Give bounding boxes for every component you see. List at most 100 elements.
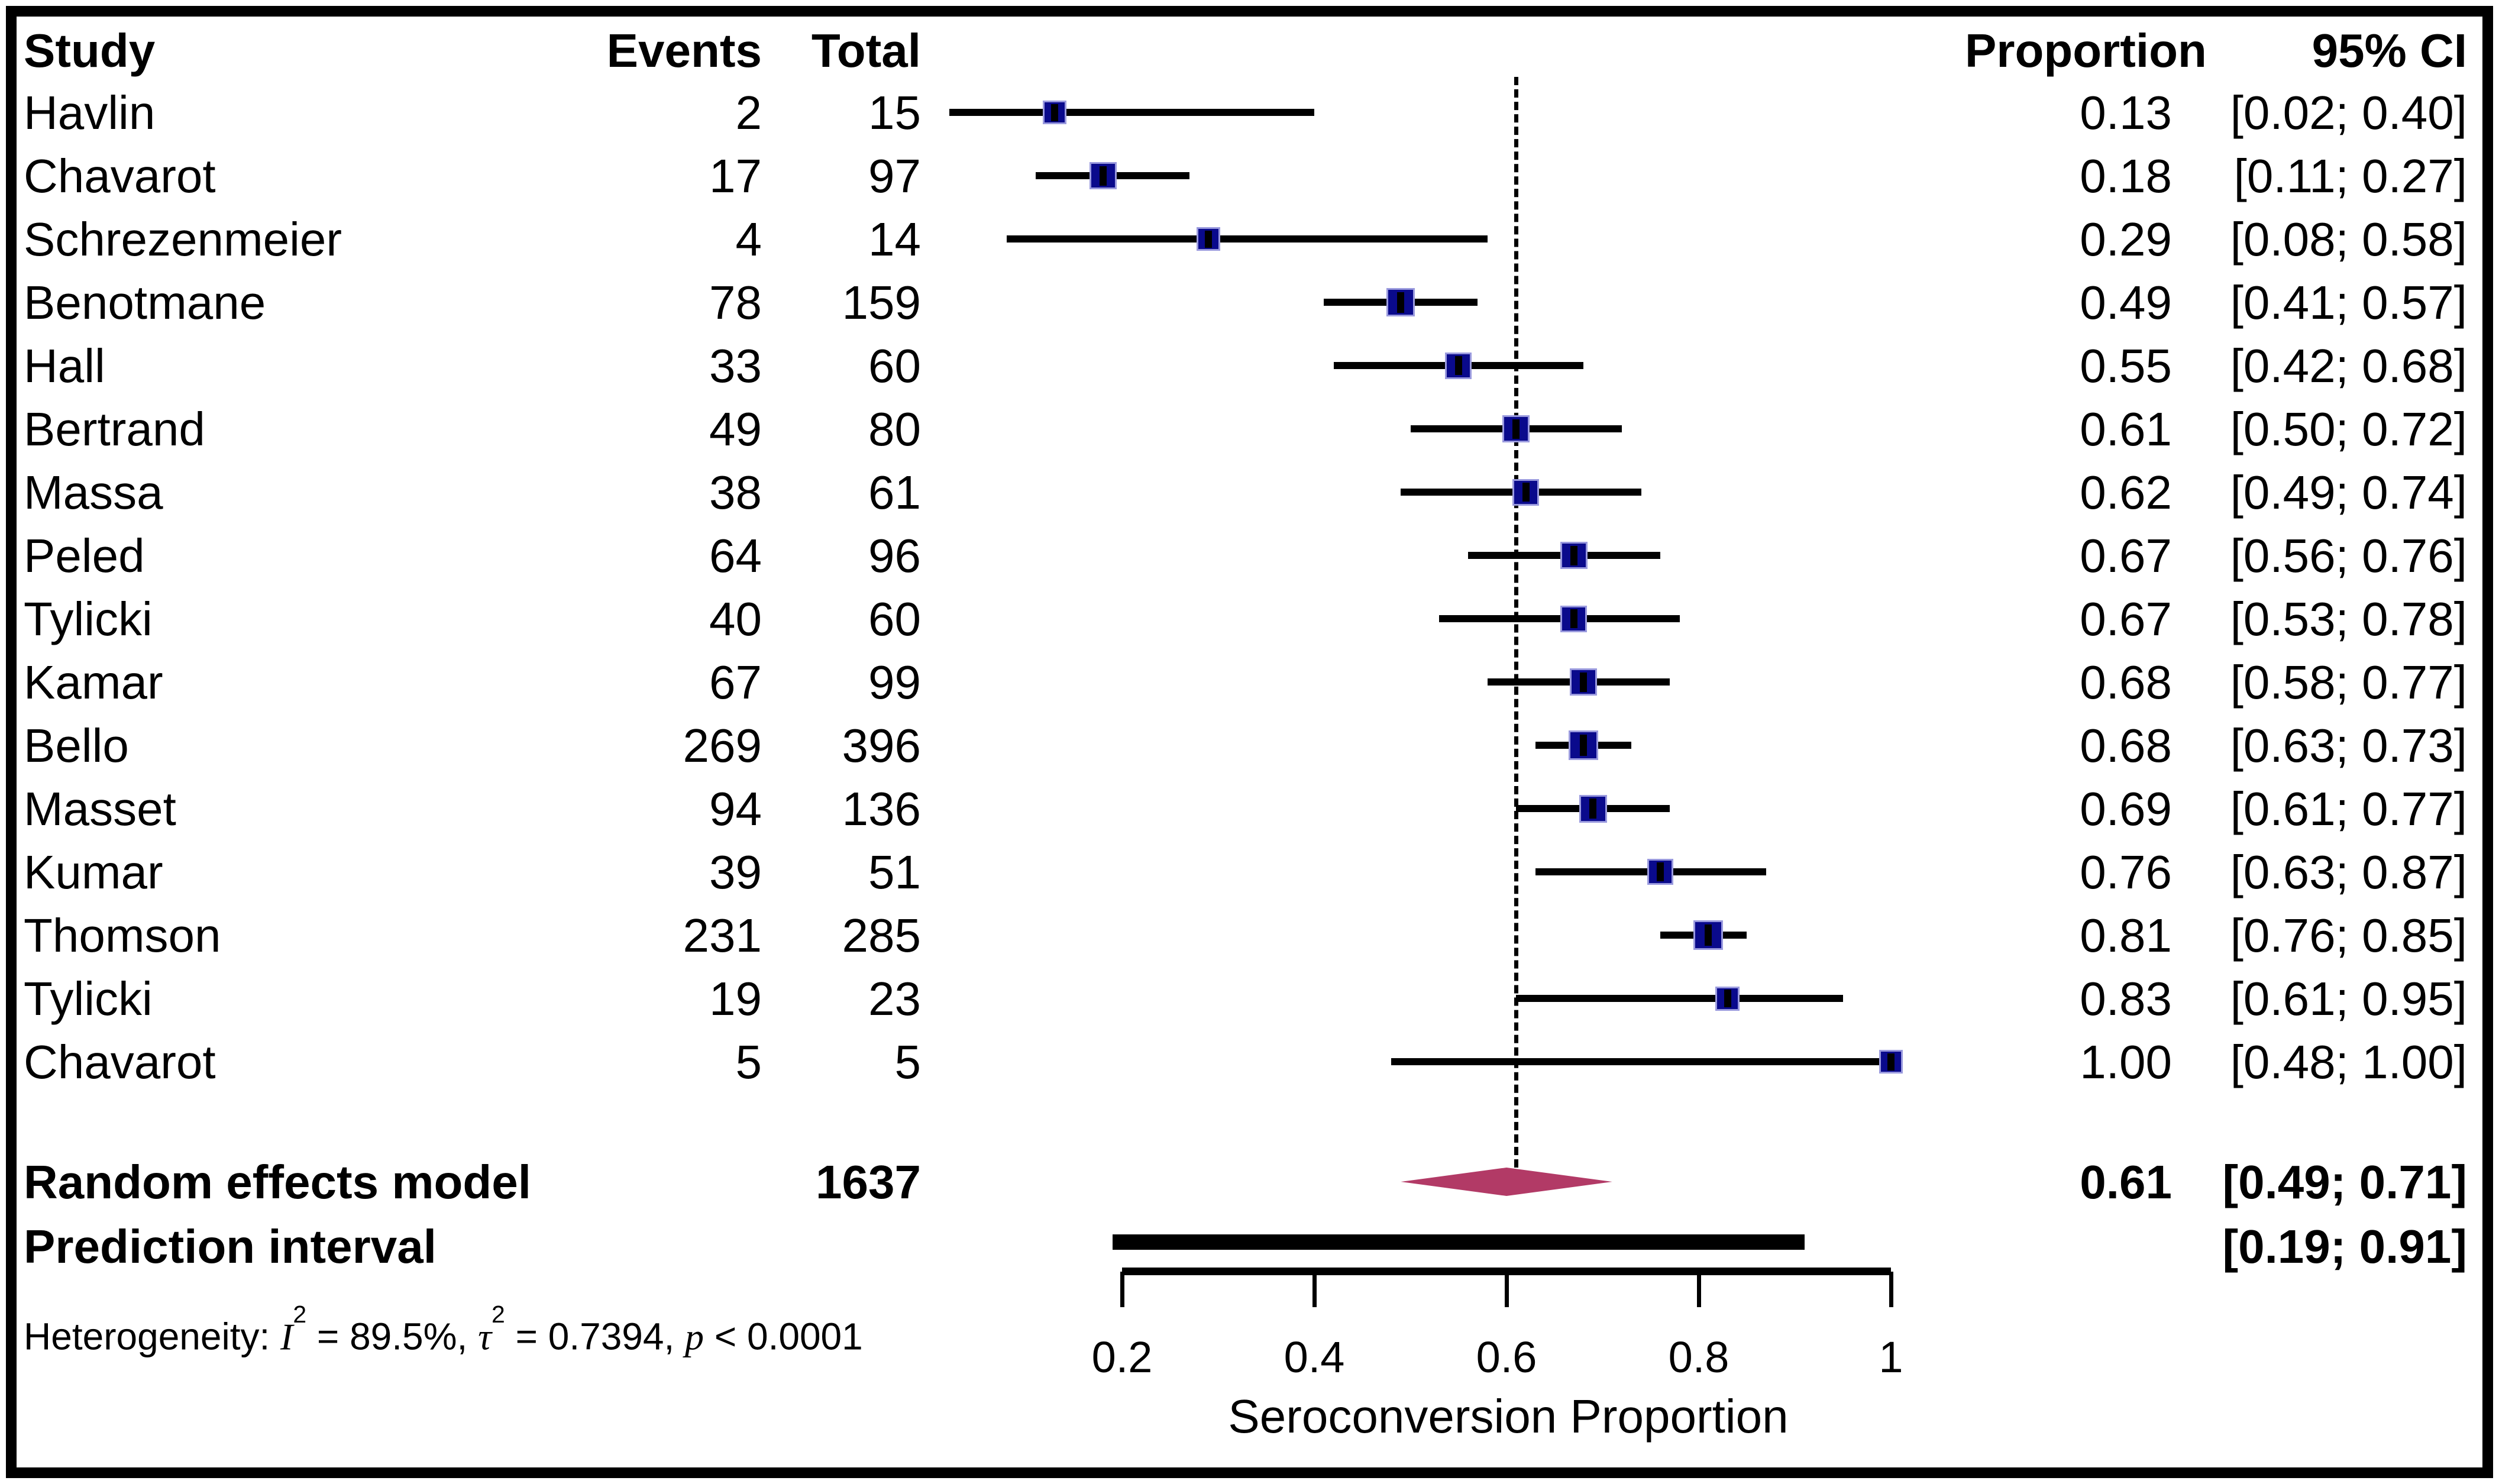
study-ci: [0.02; 0.40] xyxy=(2230,86,2467,139)
study-ci: [0.11; 0.27] xyxy=(2233,149,2467,202)
study-name: Benotmane xyxy=(24,276,266,329)
study-events: 49 xyxy=(709,402,762,455)
het-prefix: Heterogeneity: xyxy=(24,1315,281,1358)
study-ci: [0.42; 0.68] xyxy=(2230,339,2467,392)
study-total: 15 xyxy=(868,86,921,139)
reference-dashed-line xyxy=(1514,77,1519,1168)
study-ci: [0.50; 0.72] xyxy=(2230,402,2467,455)
study-events: 64 xyxy=(709,529,762,582)
x-axis-tick-label: 1 xyxy=(1879,1333,1903,1382)
point-tick xyxy=(1570,545,1577,565)
study-events: 78 xyxy=(709,276,762,329)
study-total: 136 xyxy=(842,782,921,835)
study-events: 39 xyxy=(709,845,762,898)
study-events: 4 xyxy=(735,212,762,266)
study-proportion: 0.68 xyxy=(2080,655,2172,709)
study-events: 38 xyxy=(709,465,762,519)
study-total: 5 xyxy=(894,1035,922,1088)
study-name: Hall xyxy=(24,339,105,392)
heterogeneity-note: Heterogeneity: I2 = 89.5%, τ2 = 0.7394, … xyxy=(24,1301,863,1358)
study-proportion: 1.00 xyxy=(2080,1035,2172,1088)
x-axis-tick xyxy=(1889,1272,1893,1307)
x-axis-tick-label: 0.4 xyxy=(1284,1333,1345,1382)
study-proportion: 0.69 xyxy=(2080,782,2172,835)
study-name: Kumar xyxy=(24,845,163,898)
study-total: 99 xyxy=(868,655,921,709)
x-axis-tick-label: 0.6 xyxy=(1476,1333,1537,1382)
prediction-label: Prediction interval xyxy=(24,1220,437,1273)
point-tick xyxy=(1580,735,1587,756)
study-name: Masset xyxy=(24,782,176,835)
ci-line xyxy=(1007,235,1488,243)
study-events: 33 xyxy=(709,339,762,392)
summary-proportion: 0.61 xyxy=(2080,1156,2172,1208)
study-proportion: 0.67 xyxy=(2080,592,2172,645)
study-name: Chavarot xyxy=(24,1035,216,1088)
point-tick xyxy=(1454,356,1462,375)
prediction-interval-bar xyxy=(1112,1234,1805,1250)
het-p-symbol: p xyxy=(685,1315,704,1358)
study-name: Peled xyxy=(24,529,145,582)
study-proportion: 0.76 xyxy=(2080,845,2172,898)
study-name: Bertrand xyxy=(24,402,205,455)
study-name: Havlin xyxy=(24,86,156,139)
study-ci: [0.08; 0.58] xyxy=(2230,212,2467,266)
point-tick xyxy=(1580,672,1587,692)
het-tau-symbol: τ xyxy=(478,1315,492,1358)
het-i-symbol: I xyxy=(280,1315,293,1358)
ci-line xyxy=(949,109,1314,116)
point-tick xyxy=(1522,483,1530,502)
column-header-events: Events xyxy=(606,24,762,77)
study-proportion: 0.81 xyxy=(2080,908,2172,962)
summary-total: 1637 xyxy=(816,1156,921,1208)
study-ci: [0.53; 0.78] xyxy=(2230,592,2467,645)
study-ci: [0.58; 0.77] xyxy=(2230,655,2467,709)
study-ci: [0.41; 0.57] xyxy=(2230,276,2467,329)
het-tau-sup: 2 xyxy=(492,1301,505,1328)
het-tau-value: = 0.7394, xyxy=(505,1315,686,1358)
study-ci: [0.63; 0.73] xyxy=(2230,719,2467,772)
point-tick xyxy=(1887,1053,1895,1071)
study-ci: [0.48; 1.00] xyxy=(2230,1035,2467,1088)
column-header-total: Total xyxy=(811,24,921,77)
study-name: Tylicki xyxy=(24,972,153,1025)
study-proportion: 0.61 xyxy=(2080,402,2172,455)
x-axis-tick-label: 0.2 xyxy=(1091,1333,1153,1382)
point-tick xyxy=(1512,419,1520,439)
study-name: Kamar xyxy=(24,655,163,709)
column-header-ci: 95% CI xyxy=(2312,24,2467,77)
study-proportion: 0.67 xyxy=(2080,529,2172,582)
study-total: 61 xyxy=(868,465,921,519)
het-i-sup: 2 xyxy=(293,1301,307,1328)
study-ci: [0.76; 0.85] xyxy=(2230,908,2467,962)
study-ci: [0.61; 0.77] xyxy=(2230,782,2467,835)
study-total: 60 xyxy=(868,339,921,392)
study-total: 23 xyxy=(868,972,921,1025)
plot-border xyxy=(6,6,2493,1478)
study-proportion: 0.62 xyxy=(2080,465,2172,519)
study-proportion: 0.29 xyxy=(2080,212,2172,266)
ci-line xyxy=(1391,1058,1891,1065)
study-total: 285 xyxy=(842,908,921,962)
study-total: 80 xyxy=(868,402,921,455)
x-axis-tick xyxy=(1504,1272,1509,1307)
prediction-ci: [0.19; 0.91] xyxy=(2222,1220,2467,1273)
point-tick xyxy=(1657,862,1664,881)
study-ci: [0.61; 0.95] xyxy=(2230,972,2467,1025)
study-name: Bello xyxy=(24,719,129,772)
study-proportion: 0.49 xyxy=(2080,276,2172,329)
study-proportion: 0.55 xyxy=(2080,339,2172,392)
study-proportion: 0.18 xyxy=(2080,149,2172,202)
study-events: 17 xyxy=(709,149,762,202)
study-ci: [0.63; 0.87] xyxy=(2230,845,2467,898)
study-total: 60 xyxy=(868,592,921,645)
study-events: 19 xyxy=(709,972,762,1025)
study-events: 269 xyxy=(683,719,762,772)
study-proportion: 0.68 xyxy=(2080,719,2172,772)
summary-label: Random effects model xyxy=(24,1156,531,1208)
study-events: 94 xyxy=(709,782,762,835)
study-ci: [0.49; 0.74] xyxy=(2230,465,2467,519)
study-total: 51 xyxy=(868,845,921,898)
column-header-study: Study xyxy=(24,24,156,77)
